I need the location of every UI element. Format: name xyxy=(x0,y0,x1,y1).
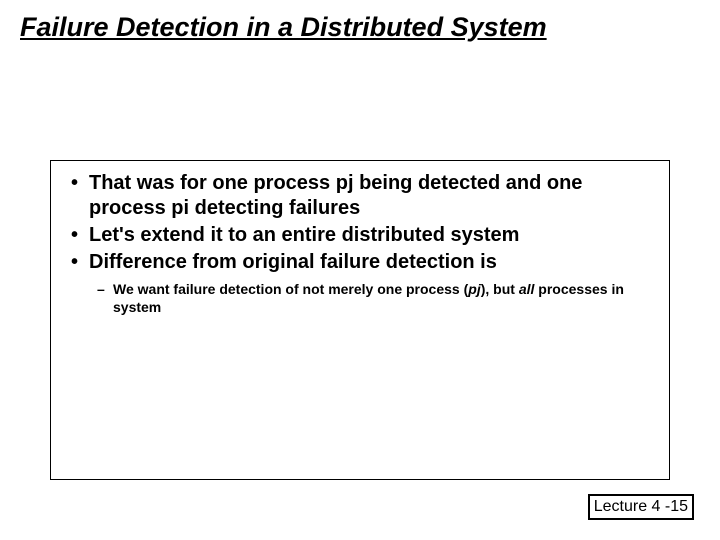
bullet-item-2: Let's extend it to an entire distributed… xyxy=(65,223,655,248)
bullet-item-3: Difference from original failure detecti… xyxy=(65,250,655,275)
text-pj: pj xyxy=(336,172,354,194)
text: detecting failures xyxy=(189,197,360,219)
text-pi: pi xyxy=(171,197,189,219)
content-box: That was for one process pj being detect… xyxy=(50,160,670,480)
text-all-italic: all xyxy=(519,281,535,297)
text-pj-italic: pj xyxy=(468,281,480,297)
text: Difference from original failure detecti… xyxy=(89,251,497,273)
bullet-list: That was for one process pj being detect… xyxy=(65,171,655,275)
text: ), but xyxy=(481,281,519,297)
lecture-footer: Lecture 4 -15 xyxy=(588,494,694,520)
slide-title: Failure Detection in a Distributed Syste… xyxy=(20,12,547,43)
text: That was for one process xyxy=(89,172,336,194)
bullet-item-1: That was for one process pj being detect… xyxy=(65,171,655,221)
sub-bullet-list: We want failure detection of not merely … xyxy=(65,281,655,316)
text: We want failure detection of not merely … xyxy=(113,281,468,297)
slide: Failure Detection in a Distributed Syste… xyxy=(0,0,720,540)
text: Let's extend it to an entire distributed… xyxy=(89,224,519,246)
sub-bullet-item-1: We want failure detection of not merely … xyxy=(65,281,655,316)
